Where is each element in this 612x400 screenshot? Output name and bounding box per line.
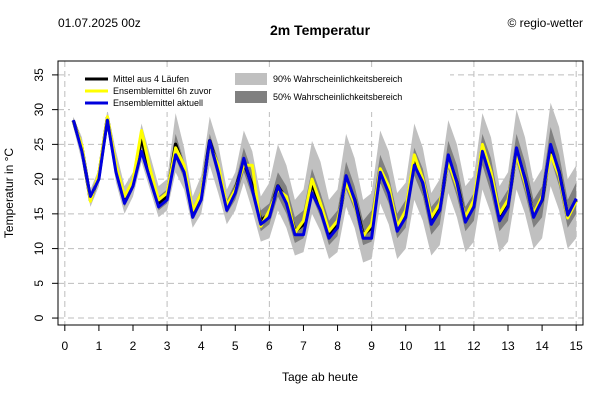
x-tick-label-0: 0: [61, 339, 68, 353]
x-tick-label-8: 8: [334, 339, 341, 353]
x-tick-label-14: 14: [535, 339, 549, 353]
x-tick-label-5: 5: [232, 339, 239, 353]
credit-label: © regio-wetter: [507, 16, 583, 30]
legend-swatch-band90: [235, 73, 267, 85]
legend-label-band50: 50% Wahrscheinlichkeitsbereich: [273, 92, 402, 102]
legend-label-mean-prev: Ensemblemittel 6h zuvor: [113, 86, 212, 96]
x-tick-label-3: 3: [164, 339, 171, 353]
x-tick-label-6: 6: [266, 339, 273, 353]
legend-label-mean-now: Ensemblemittel aktuell: [113, 98, 203, 108]
x-tick-label-9: 9: [368, 339, 375, 353]
x-tick-label-10: 10: [399, 339, 413, 353]
y-tick-label-7: 35: [32, 68, 46, 82]
y-tick-label-5: 25: [32, 137, 46, 151]
x-tick-label-1: 1: [96, 339, 103, 353]
probability-bands: [73, 102, 577, 263]
x-axis: 0 1 2 3 4 5 6 7 8 9 10 11 12 13 14 15: [61, 325, 583, 353]
y-tick-label-6: 30: [32, 103, 46, 117]
band-50-percent: [73, 115, 577, 246]
plot-frame: [57, 60, 584, 326]
line-ensemble-mean-current: [71, 118, 578, 240]
y-tick-label-4: 20: [32, 172, 46, 186]
chart-title: 2m Temperatur: [270, 22, 371, 38]
x-axis-label: Tage ab heute: [282, 370, 358, 384]
y-axis-label: Temperatur in °C: [2, 148, 16, 238]
x-tick-label-13: 13: [501, 339, 515, 353]
legend: Mittel aus 4 Läufen Ensemblemittel 6h zu…: [70, 68, 450, 112]
series-lines: [71, 115, 578, 240]
legend-label-mean-all: Mittel aus 4 Läufen: [113, 74, 189, 84]
y-tick-label-1: 5: [32, 280, 46, 287]
y-tick-label-2: 10: [32, 242, 46, 256]
x-tick-label-12: 12: [467, 339, 481, 353]
legend-label-band90: 90% Wahrscheinlichkeitsbereich: [273, 74, 402, 84]
y-tick-label-3: 15: [32, 207, 46, 221]
x-tick-label-15: 15: [570, 339, 584, 353]
x-tick-label-2: 2: [130, 339, 137, 353]
x-tick-label-11: 11: [434, 339, 447, 353]
run-date-label: 01.07.2025 00z: [58, 16, 141, 30]
x-tick-label-4: 4: [198, 339, 205, 353]
x-tick-label-7: 7: [300, 339, 307, 353]
y-tick-label-0: 0: [32, 314, 46, 321]
band-90-percent: [73, 102, 577, 263]
y-axis: 0 5 10 15 20 25 30 35: [32, 68, 58, 321]
legend-swatch-band50: [235, 91, 267, 103]
